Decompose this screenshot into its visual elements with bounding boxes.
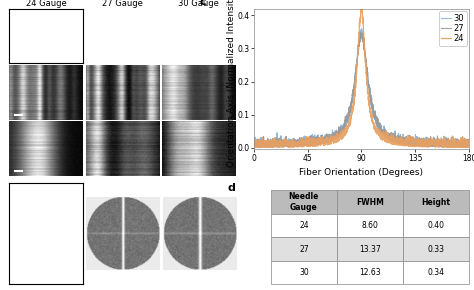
Text: d: d <box>228 183 236 193</box>
24 <box>251 142 256 145</box>
27 <box>339 130 345 134</box>
24 <box>359 4 365 8</box>
24 <box>340 128 346 132</box>
30 <box>398 135 404 138</box>
30 <box>339 132 345 135</box>
Line: 30: 30 <box>254 29 469 147</box>
27 <box>263 140 269 143</box>
27 <box>297 136 302 139</box>
27 <box>331 132 337 136</box>
24 <box>398 141 404 144</box>
30 <box>359 27 365 30</box>
Title: 30 Gauge: 30 Gauge <box>179 0 219 8</box>
X-axis label: Fiber Orientation (Degrees): Fiber Orientation (Degrees) <box>300 168 423 177</box>
30 <box>297 144 302 147</box>
27 <box>251 145 257 149</box>
Text: c: c <box>200 0 206 8</box>
27 <box>466 144 472 147</box>
Title: 24 Gauge: 24 Gauge <box>26 0 67 8</box>
Title: 27 Gauge: 27 Gauge <box>102 0 143 8</box>
30 <box>340 127 346 131</box>
30 <box>263 145 269 149</box>
24 <box>466 144 472 147</box>
24 <box>331 139 337 142</box>
24 <box>263 139 269 143</box>
24 <box>466 146 472 149</box>
30 <box>331 137 337 140</box>
30 <box>251 145 256 149</box>
27 <box>398 139 404 143</box>
27 <box>340 127 346 130</box>
24 <box>297 143 302 146</box>
Line: 24: 24 <box>254 6 469 147</box>
27 <box>357 30 363 34</box>
24 <box>339 135 345 138</box>
27 <box>251 142 256 146</box>
Y-axis label: Orientation Axis (Normalized Intensity): Orientation Axis (Normalized Intensity) <box>227 0 236 168</box>
Legend: 30, 27, 24: 30, 27, 24 <box>438 11 467 46</box>
Line: 27: 27 <box>254 32 469 147</box>
30 <box>466 138 472 142</box>
